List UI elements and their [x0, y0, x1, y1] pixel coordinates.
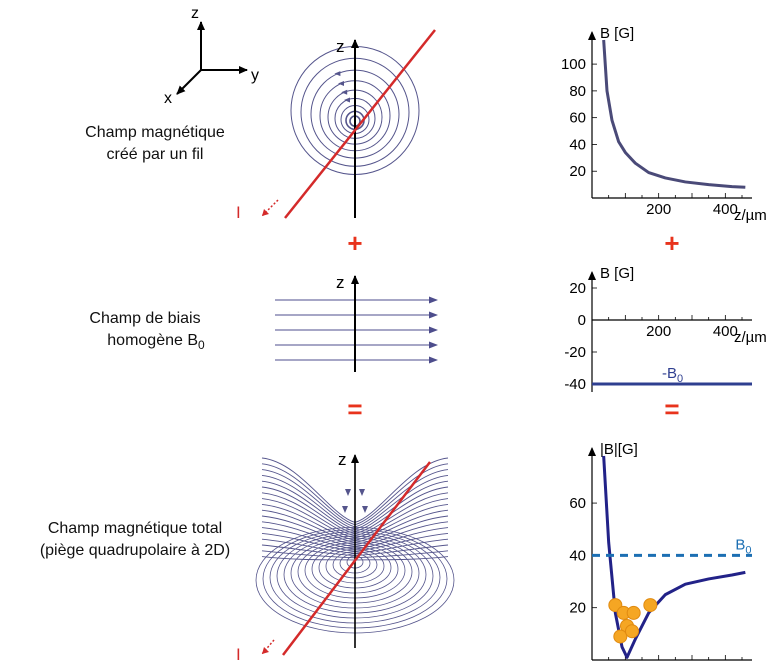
y-tick-label: 40 [569, 136, 586, 153]
row3-label-line2: (piège quadrupolaire à 2D) [39, 542, 231, 559]
field-arrow [342, 506, 348, 513]
axes-triad: z y x [164, 5, 259, 107]
equals-operator-right: = [664, 394, 679, 424]
y-tick-label: 60 [569, 495, 586, 512]
y-tick-label: 0 [578, 312, 586, 329]
chart-1: 200 400 20 40 60 80 100 B [G] z/µm [561, 25, 767, 224]
y-tick-label: 20 [569, 600, 586, 617]
triad-x-label: x [164, 90, 172, 107]
y-tick-label: 20 [569, 280, 586, 297]
row3-label-line1: Champ magnétique total [47, 520, 223, 537]
row3-label: Champ magnétique total (piège quadrupola… [5, 518, 265, 562]
row1-label: Champ magnétique créé par un fil [30, 122, 280, 166]
field-arrow [362, 506, 368, 513]
row2-label-line1: Champ de biais [89, 310, 201, 327]
x-tick-label: 200 [646, 323, 671, 340]
total-z-label: z [338, 450, 347, 469]
bias-field-diagram: z [275, 273, 438, 372]
atom [643, 598, 658, 613]
y-tick-label: 80 [569, 83, 586, 100]
field-arrow [345, 489, 351, 496]
bias-z-label: z [336, 273, 345, 292]
plus-operator-right: + [664, 228, 679, 258]
atom [625, 624, 639, 639]
series-label: -B0 [662, 365, 683, 385]
field-arrow [359, 489, 365, 496]
series-label-sub: 0 [677, 373, 683, 385]
y-tick-label: 40 [569, 547, 586, 564]
row2-label: Champ de biais homogène B0 [30, 308, 260, 356]
row1-label-line1: Champ magnétique [85, 124, 225, 141]
triad-y-label: y [251, 67, 259, 84]
row1-label-line2: créé par un fil [106, 146, 204, 163]
series-line [602, 39, 746, 189]
y-axis-label: |B|[G] [600, 441, 638, 458]
y-tick-label: -40 [564, 376, 586, 393]
atom [613, 629, 628, 644]
row2-label-text: homogène B [107, 332, 199, 349]
field-arrow [338, 81, 344, 86]
y-tick-label: -20 [564, 344, 586, 361]
series-label: B0 [735, 536, 751, 556]
y-tick-label: 60 [569, 110, 586, 127]
plus-operator-left: + [347, 228, 362, 258]
atom [626, 605, 641, 620]
equals-operator-left: = [347, 394, 362, 424]
current-label-total: I [236, 645, 241, 662]
field-arrow [334, 71, 341, 77]
triad-z-label: z [191, 5, 199, 22]
x-axis-label: z/µm [734, 207, 767, 224]
series-label-sub: 0 [745, 544, 751, 556]
y-tick-label: 20 [569, 163, 586, 180]
field-arrow [341, 89, 348, 95]
wire-field-diagram: z I [236, 29, 436, 222]
field-arrow [344, 97, 350, 103]
x-tick-label: 200 [646, 201, 671, 218]
y-axis-label: B [G] [600, 265, 634, 282]
row2-label-sub: 0 [198, 338, 205, 353]
current-label: I [236, 203, 241, 222]
row2-label-line2: homogène B0 [30, 330, 260, 356]
y-axis-label: B [G] [600, 25, 634, 42]
x-axis-label: z/µm [734, 329, 767, 346]
total-field-diagram: z I [236, 450, 455, 664]
current-arrowhead [262, 209, 269, 216]
x-tick-label: 400 [713, 323, 738, 340]
y-tick-label: 100 [561, 56, 586, 73]
wire-line-total [282, 461, 431, 656]
x-tick-label: 400 [713, 201, 738, 218]
wire-line [284, 29, 436, 219]
diagram-z-label: z [336, 37, 345, 56]
